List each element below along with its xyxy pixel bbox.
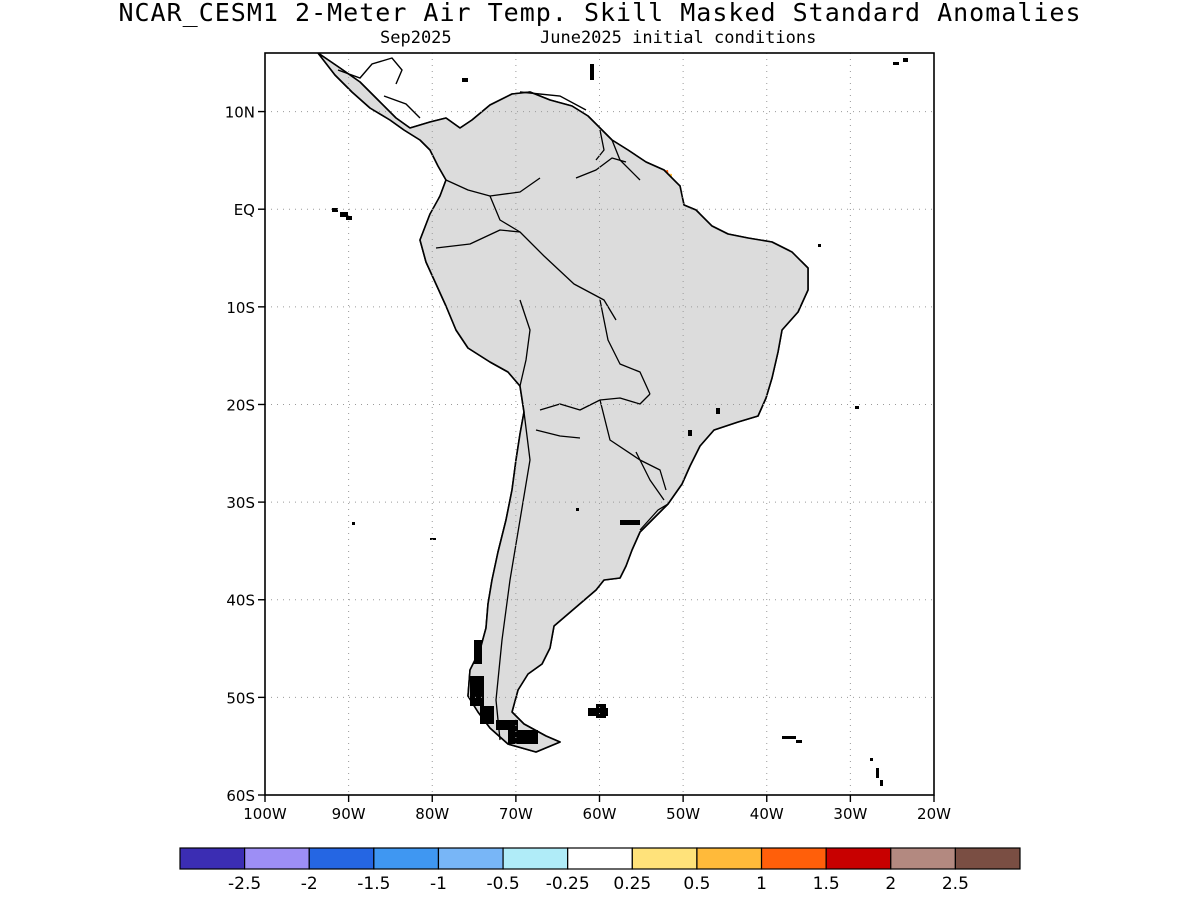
- colorbar-label: -0.5: [486, 874, 519, 894]
- lat-tick-label: 10N: [225, 104, 255, 122]
- lon-tick-label: 60W: [583, 805, 617, 823]
- colorbar-label: 2: [885, 874, 896, 894]
- colorbar: [179, 847, 1021, 870]
- colorbar-swatch: [890, 847, 956, 870]
- lat-tick-label: 60S: [226, 787, 255, 805]
- colorbar-label: 0.25: [613, 874, 651, 894]
- lon-tick-label: 40W: [750, 805, 784, 823]
- longitude-axis: 100W 90W 80W 70W 60W 50W 40W 30W 20W: [243, 795, 951, 823]
- lat-tick-label: 20S: [226, 396, 255, 414]
- colorbar-label: 2.5: [942, 874, 969, 894]
- lat-tick-label: 10S: [226, 299, 255, 317]
- colorbar-swatch: [631, 847, 698, 870]
- central-america-outline: [337, 57, 587, 119]
- forecast-month: Sep2025: [380, 28, 452, 48]
- lon-tick-label: 100W: [243, 805, 287, 823]
- colorbar-label: 1.5: [813, 874, 840, 894]
- lat-tick-label: 30S: [226, 494, 255, 512]
- colorbar-swatch: [244, 847, 310, 870]
- colorbar-swatch: [954, 847, 1021, 870]
- lon-tick-label: 80W: [415, 805, 449, 823]
- colorbar-label: 0.5: [683, 874, 710, 894]
- colorbar-swatch: [760, 847, 827, 870]
- lat-tick-label: 50S: [226, 689, 255, 707]
- country-borders: [435, 129, 669, 741]
- colorbar-swatch: [179, 847, 246, 870]
- lon-tick-label: 30W: [833, 805, 867, 823]
- map-title: NCAR_CESM1 2-Meter Air Temp. Skill Maske…: [118, 0, 1082, 27]
- colorbar-swatch: [825, 847, 892, 870]
- lat-tick-label: EQ: [234, 201, 255, 219]
- colorbar-swatch: [373, 847, 440, 870]
- island-markers: [332, 58, 908, 786]
- lon-tick-label: 20W: [917, 805, 951, 823]
- latitude-axis: 10N EQ 10S 20S 30S 40S 50S 60S: [225, 104, 265, 805]
- colorbar-label: -1: [430, 874, 447, 894]
- lon-tick-label: 70W: [499, 805, 533, 823]
- lat-tick-label: 40S: [226, 592, 255, 610]
- colorbar-label: 1: [756, 874, 767, 894]
- colorbar-label: -0.25: [546, 874, 590, 894]
- colorbar-swatch: [308, 847, 375, 870]
- colorbar-swatch: [437, 847, 504, 870]
- lon-tick-label: 90W: [332, 805, 366, 823]
- colorbar-label: -1.5: [357, 874, 390, 894]
- colorbar-label: -2: [301, 874, 318, 894]
- colorbar-swatch: [696, 847, 763, 870]
- colorbar-labels: -2.5 -2 -1.5 -1 -0.5 -0.25 0.25 0.5 1 1.5 2 2.5: [228, 874, 969, 894]
- colorbar-swatch: [567, 847, 633, 870]
- initial-conditions: June2025 initial conditions: [540, 28, 817, 48]
- lon-tick-label: 50W: [666, 805, 700, 823]
- colorbar-swatch: [502, 847, 569, 870]
- map-grid: [265, 53, 934, 795]
- colorbar-label: -2.5: [228, 874, 261, 894]
